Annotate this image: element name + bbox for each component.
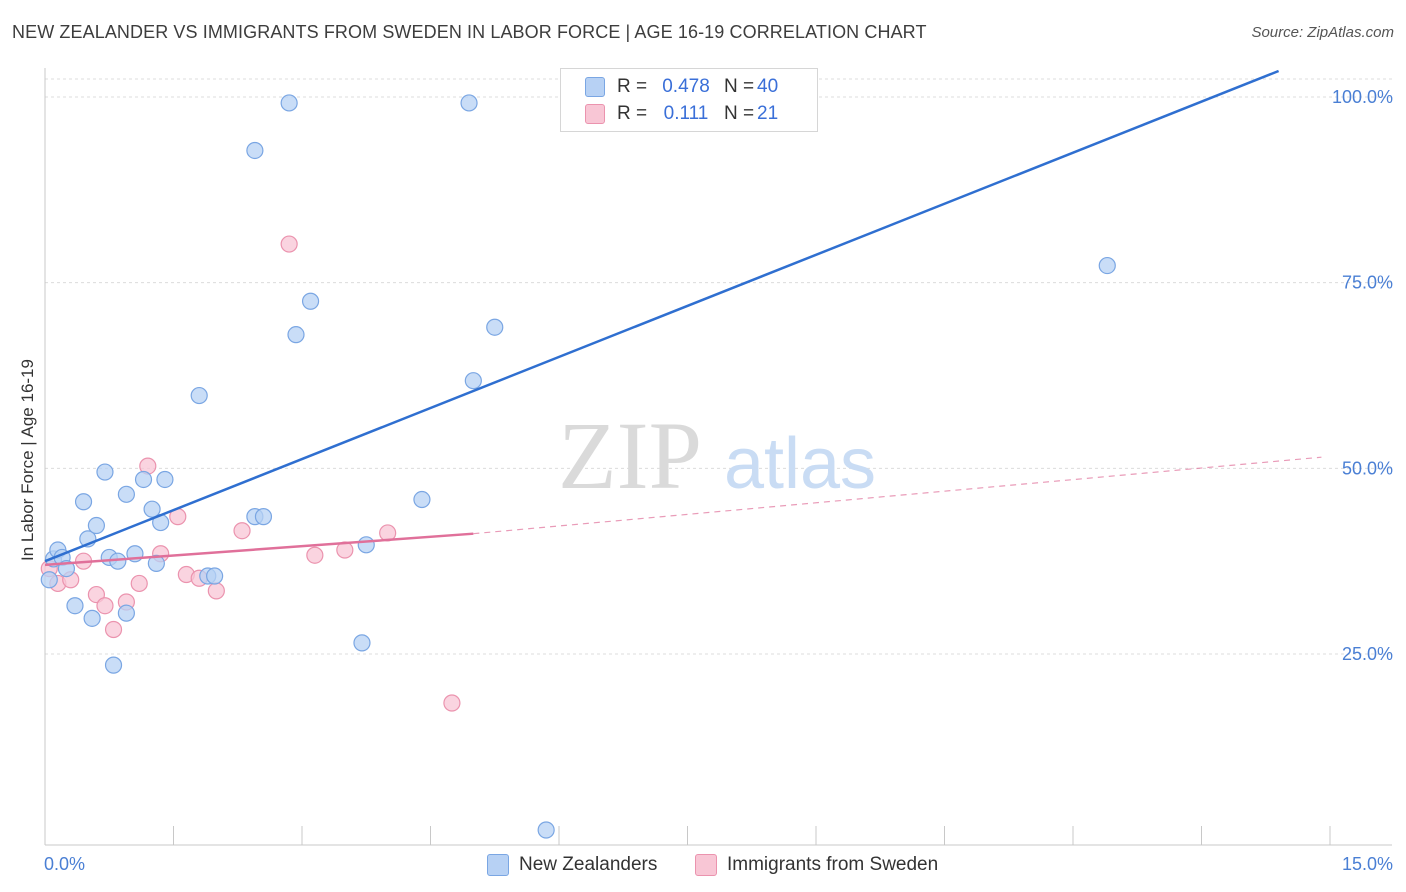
axes <box>44 68 1392 846</box>
watermark-atlas: atlas <box>724 424 876 504</box>
legend-label: New Zealanders <box>519 854 658 875</box>
point-new-zealanders <box>460 94 478 112</box>
watermark-zip: ZIP <box>558 402 702 509</box>
chart-title: NEW ZEALANDER VS IMMIGRANTS FROM SWEDEN … <box>12 22 927 42</box>
point-new-zealanders <box>147 554 165 572</box>
x-tick-label: 15.0% <box>1342 854 1393 874</box>
point-new-zealanders <box>134 470 153 489</box>
legend-swatch-pink <box>695 854 717 876</box>
watermark: ZIP atlas <box>558 402 876 509</box>
r-value: 0.478 <box>662 76 710 97</box>
point-immigrants-sweden <box>280 235 298 253</box>
point-immigrants-sweden <box>130 574 148 593</box>
legend-row-new-zealanders: R = 0.478 N = 40 <box>585 75 795 99</box>
trend-line <box>44 69 1280 563</box>
r-value: 0.111 <box>663 103 709 124</box>
point-new-zealanders <box>40 571 58 589</box>
y-axis-label: In Labor Force | Age 16-19 <box>18 359 37 561</box>
r-label: R = <box>617 103 648 124</box>
point-immigrants-sweden <box>233 522 251 540</box>
trend-line-extension <box>473 456 1322 535</box>
point-new-zealanders <box>413 490 431 509</box>
point-immigrants-sweden <box>104 620 123 639</box>
point-new-zealanders <box>190 386 208 405</box>
stats-legend: R = 0.478 N = 40 R = 0.111 N = 21 <box>560 68 818 132</box>
point-new-zealanders <box>353 634 371 652</box>
legend-swatch-blue <box>487 854 509 876</box>
n-value: 21 <box>757 103 779 124</box>
point-new-zealanders <box>66 597 84 615</box>
point-new-zealanders <box>1098 256 1116 275</box>
legend-row-immigrants-sweden: R = 0.111 N = 21 <box>585 102 795 126</box>
point-immigrants-sweden <box>207 582 225 600</box>
point-new-zealanders <box>96 463 114 481</box>
point-new-zealanders <box>117 485 135 503</box>
point-new-zealanders <box>486 318 504 336</box>
point-new-zealanders <box>74 493 93 511</box>
point-new-zealanders <box>246 141 264 160</box>
trend-lines <box>44 69 1322 567</box>
point-immigrants-sweden <box>96 597 114 615</box>
point-new-zealanders <box>156 470 174 489</box>
legend-item-new-zealanders[interactable]: New Zealanders <box>487 852 657 878</box>
legend-swatch-blue <box>585 77 605 97</box>
y-tick-label: 100.0% <box>1332 87 1393 107</box>
point-new-zealanders <box>357 536 375 554</box>
point-new-zealanders <box>301 292 320 310</box>
r-label: R = <box>617 76 648 97</box>
trend-line <box>44 532 474 567</box>
point-immigrants-sweden <box>306 546 324 564</box>
point-new-zealanders <box>87 516 106 535</box>
tick-labels: 25.0% 50.0% 75.0% 100.0% 0.0% 15.0% <box>44 87 1393 874</box>
x-tick-label: 0.0% <box>44 854 85 874</box>
point-new-zealanders <box>83 609 101 627</box>
point-new-zealanders <box>143 500 161 518</box>
point-new-zealanders <box>206 567 224 585</box>
y-tick-label: 75.0% <box>1342 273 1393 293</box>
point-new-zealanders <box>280 94 298 112</box>
point-new-zealanders <box>464 372 482 390</box>
n-label: N = <box>723 103 755 124</box>
y-tick-label: 25.0% <box>1342 644 1393 664</box>
data-points <box>40 88 1116 839</box>
legend-label: Immigrants from Sweden <box>727 854 939 875</box>
source-credit: Source: ZipAtlas.com <box>1251 24 1394 41</box>
n-value: 40 <box>757 76 779 97</box>
point-new-zealanders <box>104 656 123 674</box>
point-new-zealanders <box>254 508 273 526</box>
y-tick-label: 50.0% <box>1342 458 1393 478</box>
gridlines <box>45 78 1392 655</box>
point-new-zealanders <box>117 604 135 622</box>
legend-item-immigrants-sweden[interactable]: Immigrants from Sweden <box>695 852 938 878</box>
n-label: N = <box>723 76 755 97</box>
point-immigrants-sweden <box>443 694 461 712</box>
legend-swatch-pink <box>585 104 605 124</box>
point-new-zealanders <box>287 326 305 344</box>
point-new-zealanders <box>537 821 555 839</box>
